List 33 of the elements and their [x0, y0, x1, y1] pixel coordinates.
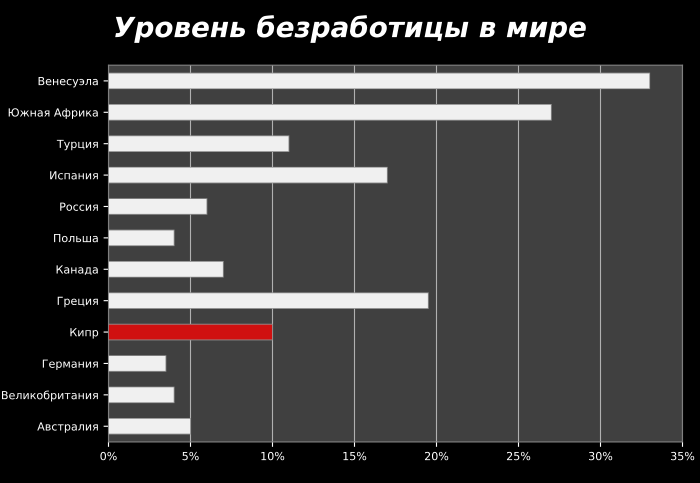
y-tick-label: Кипр [70, 328, 98, 339]
y-tick-label: Австралия [37, 422, 98, 433]
bar [108, 135, 290, 152]
bar [108, 324, 273, 340]
bar [108, 230, 175, 246]
bar [108, 386, 175, 404]
bar [108, 104, 552, 121]
x-tick-label: 10% [261, 452, 284, 460]
y-tick-label: Венесуэла [38, 77, 98, 88]
bar [108, 166, 388, 184]
x-tick-label: 30% [589, 452, 612, 460]
y-tick-label: Германия [42, 360, 98, 370]
bar [108, 292, 429, 309]
x-tick-label: 35% [671, 452, 694, 460]
bar [108, 198, 208, 215]
x-tick-label: 0% [100, 452, 117, 460]
bar [108, 72, 650, 90]
y-tick-label: Испания [50, 171, 98, 180]
y-tick-label: Россия [60, 202, 98, 211]
y-tick-label: Канада [56, 265, 98, 276]
x-tick-label: 5% [182, 452, 199, 460]
y-tick-label: Турция [56, 140, 98, 150]
chart-title: Уровень безработицы в мире [115, 15, 586, 43]
x-tick-label: 25% [506, 452, 530, 460]
bar [108, 261, 224, 278]
y-tick-label: Южная Африка [8, 108, 98, 119]
bar [108, 418, 191, 435]
x-tick-label: 15% [343, 452, 366, 460]
y-tick-label: Великобритания [2, 390, 98, 402]
y-tick-label: Польша [54, 234, 98, 242]
bar [108, 355, 166, 372]
x-tick-label: 20% [424, 452, 448, 460]
y-tick-label: Греция [58, 296, 98, 308]
